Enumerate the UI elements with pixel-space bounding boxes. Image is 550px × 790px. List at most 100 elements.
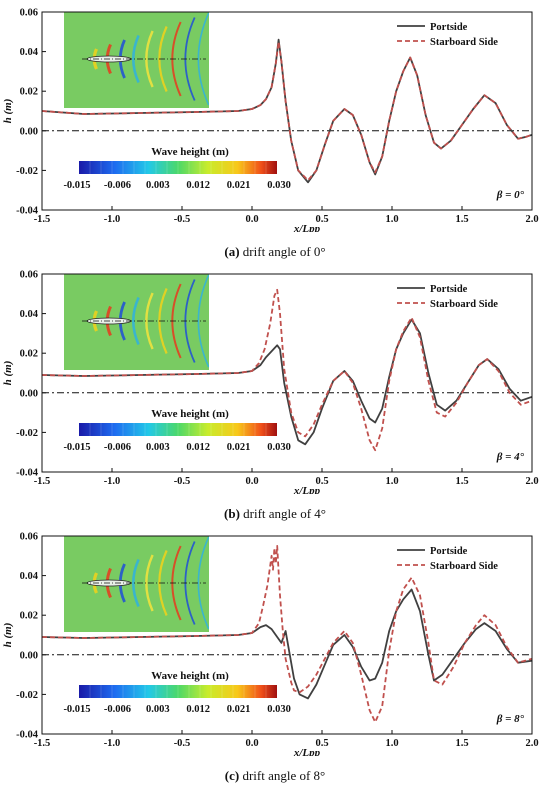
legend-label: Starboard Side — [430, 561, 498, 572]
x-tick-label: -1.0 — [104, 214, 121, 225]
series-line-portside — [42, 588, 532, 700]
colorbar-tick-label: 0.003 — [146, 180, 170, 191]
x-tick-label: 0.5 — [315, 738, 328, 749]
x-tick-label: -1.5 — [34, 738, 51, 749]
x-tick-label: 1.0 — [385, 738, 398, 749]
x-tick-label: 0.0 — [245, 214, 258, 225]
legend-label: Portside — [430, 22, 468, 33]
series-line-starboard-side — [42, 544, 532, 724]
x-tick-label: 2.0 — [525, 738, 538, 749]
x-tick-label: 0.5 — [315, 214, 328, 225]
legend-label: Starboard Side — [430, 37, 498, 48]
x-tick-label: 1.0 — [385, 214, 398, 225]
beta-label: β = 4° — [496, 451, 525, 463]
colorbar: Wave height (m) -0.015 -0.006 0.003 0.012 0.0… — [63, 146, 290, 191]
y-axis-label: h (m) — [2, 361, 14, 386]
x-tick-label: 0.0 — [245, 738, 258, 749]
colorbar-tick-label: -0.006 — [104, 442, 131, 453]
x-tick-label: 2.0 — [525, 476, 538, 487]
colorbar-tick-label: -0.015 — [63, 704, 90, 715]
y-tick-label: 0.02 — [20, 87, 38, 98]
chart-c: Wave height (m) -0.015 -0.006 0.003 0.012 0.0… — [2, 532, 539, 757]
x-tick-label: -1.5 — [34, 476, 51, 487]
y-axis-label: h (m) — [2, 623, 14, 648]
plot-frame — [41, 273, 533, 473]
y-tick-label: 0.00 — [20, 388, 38, 399]
colorbar-tick-label: 0.003 — [146, 704, 170, 715]
contour-wave — [145, 554, 154, 612]
x-tick-label: -0.5 — [174, 738, 191, 749]
contour-wave — [145, 30, 154, 88]
contour-wave — [197, 536, 209, 630]
y-axis-label: h (m) — [2, 99, 14, 124]
contour-wave — [197, 12, 209, 106]
y-tick-label: 0.04 — [20, 571, 39, 582]
caption-c: (c) drift angle of 8° — [0, 768, 550, 784]
colorbar-tick-label: 0.021 — [227, 442, 251, 453]
y-tick-label: -0.04 — [16, 468, 39, 479]
colorbar-tick-label: 0.030 — [267, 180, 291, 191]
colorbar-tick-label: -0.006 — [104, 180, 131, 191]
colorbar-tick-label: -0.015 — [63, 442, 90, 453]
beta-label: β = 8° — [496, 713, 525, 725]
wave-contour-inset — [64, 12, 209, 108]
caption-a-tag: (a) — [224, 244, 240, 259]
y-tick-label: 0.04 — [20, 47, 39, 58]
colorbar-tick-label: 0.030 — [267, 704, 291, 715]
caption-b-text: drift angle of 4° — [243, 506, 326, 521]
x-tick-label: 2.0 — [525, 214, 538, 225]
y-tick-label: -0.02 — [16, 690, 38, 701]
colorbar-title: Wave height (m) — [151, 146, 229, 158]
contour-wave — [145, 292, 154, 350]
y-tick-label: 0.06 — [20, 270, 38, 281]
legend: Portside Starboard Side — [397, 284, 498, 310]
y-tick-label: 0.06 — [20, 8, 38, 19]
wave-contour-inset — [64, 274, 209, 370]
colorbar-title: Wave height (m) — [151, 670, 229, 682]
legend-label: Starboard Side — [430, 299, 498, 310]
legend: Portside Starboard Side — [397, 22, 498, 48]
caption-b: (b) drift angle of 4° — [0, 506, 550, 522]
colorbar-title: Wave height (m) — [151, 408, 229, 420]
y-tick-label: 0.02 — [20, 611, 38, 622]
x-tick-label: -0.5 — [174, 214, 191, 225]
x-tick-label: -0.5 — [174, 476, 191, 487]
y-tick-label: 0.00 — [20, 126, 38, 137]
y-tick-label: -0.04 — [16, 206, 39, 217]
x-tick-label: 1.5 — [455, 738, 468, 749]
colorbar-tick-label: 0.012 — [186, 704, 210, 715]
x-tick-label: -1.5 — [34, 214, 51, 225]
colorbar-tick-label: -0.006 — [104, 704, 131, 715]
y-tick-label: 0.06 — [20, 532, 38, 543]
beta-label: β = 0° — [496, 189, 525, 201]
colorbar-tick-label: 0.012 — [186, 442, 210, 453]
y-tick-label: 0.04 — [20, 309, 39, 320]
y-tick-label: -0.02 — [16, 428, 38, 439]
x-axis-label: x/Lpp — [293, 747, 321, 756]
legend-label: Portside — [430, 546, 468, 557]
colorbar-tick-label: 0.021 — [227, 704, 251, 715]
colorbar-tick-label: 0.030 — [267, 442, 291, 453]
contour-wave — [131, 34, 140, 84]
legend: Portside Starboard Side — [397, 546, 498, 572]
caption-a: (a) drift angle of 0° — [0, 244, 550, 260]
caption-c-tag: (c) — [224, 768, 240, 783]
colorbar: Wave height (m) -0.015 -0.006 0.003 0.012 0.0… — [63, 670, 290, 715]
x-axis-label: x/Lpp — [293, 485, 321, 494]
colorbar-tick-label: 0.003 — [146, 442, 170, 453]
legend-label: Portside — [430, 284, 468, 295]
plot-frame — [41, 535, 533, 735]
chart-a: Wave height (m) -0.015 -0.006 0.003 0.012 0.0… — [2, 8, 539, 233]
colorbar-tick-label: 0.012 — [186, 180, 210, 191]
wave-contour-inset — [64, 536, 209, 632]
caption-b-tag: (b) — [224, 506, 240, 521]
x-tick-label: -1.0 — [104, 476, 121, 487]
contour-wave — [131, 558, 140, 608]
series-line-starboard-side — [42, 40, 532, 182]
y-tick-label: -0.04 — [16, 730, 39, 741]
contour-wave — [131, 296, 140, 346]
series-line-starboard-side — [42, 288, 532, 452]
chart-b: Wave height (m) -0.015 -0.006 0.003 0.012 0.0… — [2, 270, 539, 495]
caption-a-text: drift angle of 0° — [242, 244, 326, 259]
